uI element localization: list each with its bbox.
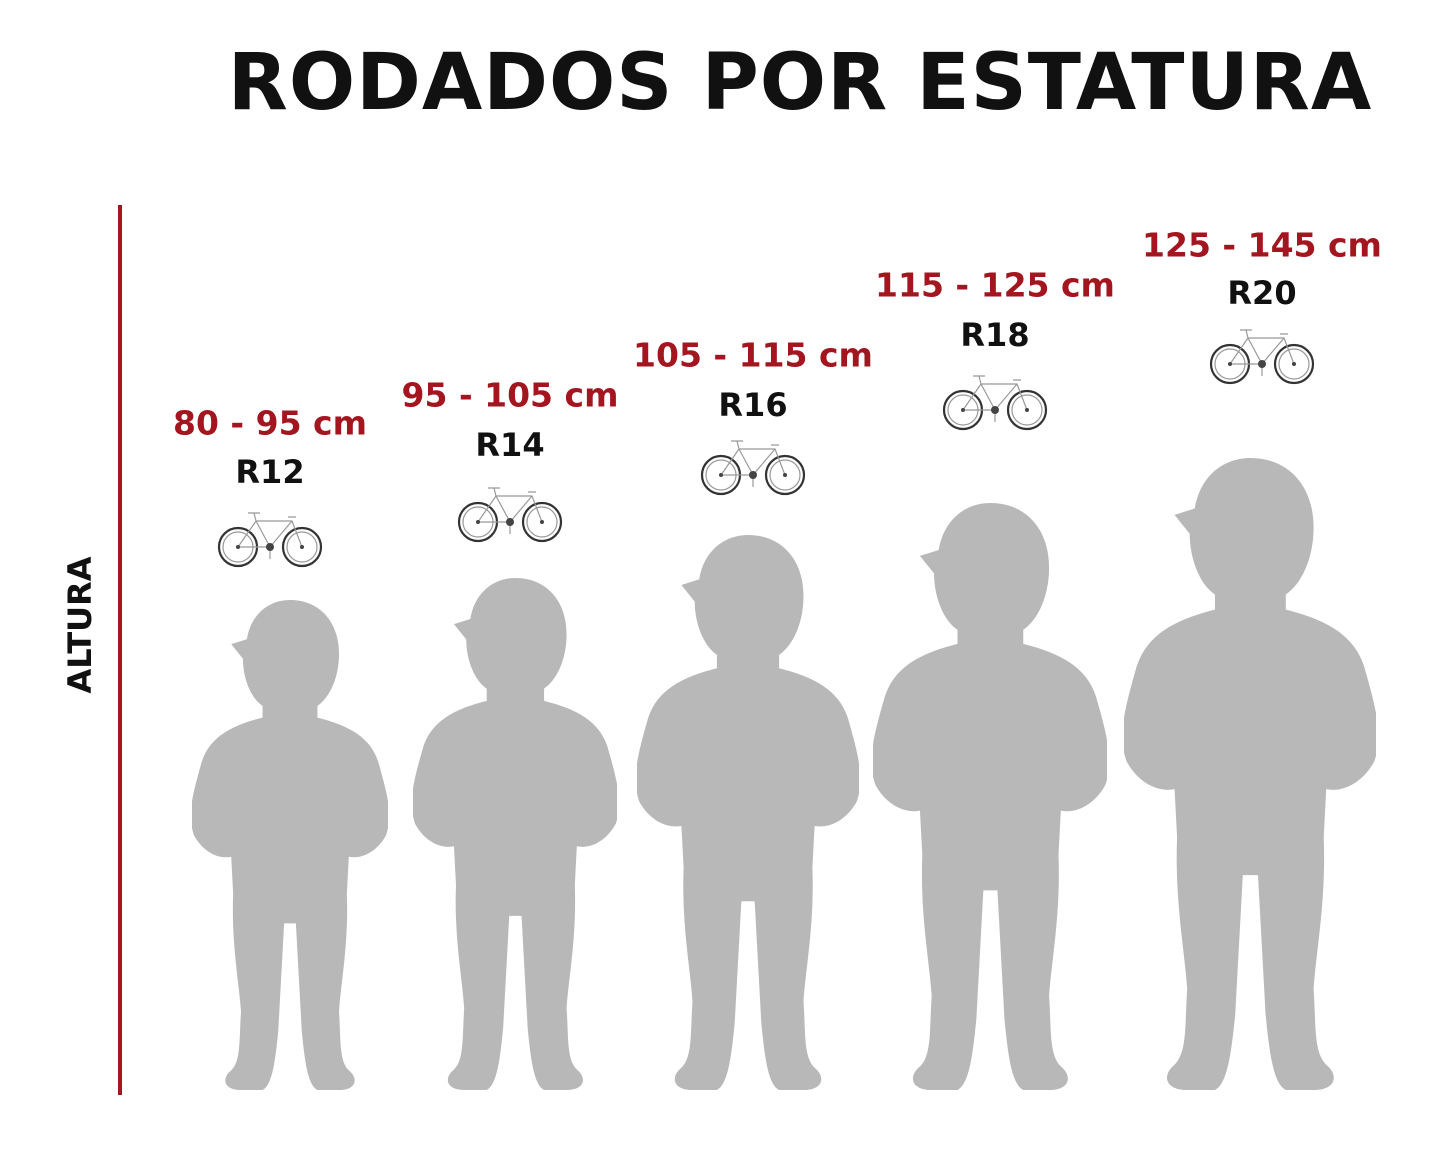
child-silhouette <box>1121 458 1378 1094</box>
wheel-size-label: R12 <box>235 453 305 491</box>
wheel-size-label: R20 <box>1227 274 1297 312</box>
height-range-label: 115 - 125 cm <box>875 265 1115 305</box>
child-silhouette <box>411 578 619 1094</box>
wheel-size-label: R18 <box>960 316 1030 354</box>
wheel-size-label: R14 <box>475 426 545 464</box>
height-axis-label: ALTURA <box>61 556 99 694</box>
height-range-label: 95 - 105 cm <box>401 375 619 415</box>
height-range-label: 80 - 95 cm <box>173 403 367 443</box>
bicycle-icon <box>216 507 324 573</box>
bicycle-icon <box>1208 324 1316 390</box>
child-silhouette <box>190 600 390 1094</box>
bicycle-icon <box>456 482 564 548</box>
page-title: RODADOS POR ESTATURA <box>227 38 1373 128</box>
wheel-size-label: R16 <box>718 386 788 424</box>
bicycle-icon <box>699 435 807 501</box>
height-range-label: 105 - 115 cm <box>633 335 873 375</box>
child-silhouette <box>635 535 861 1094</box>
child-silhouette <box>871 503 1109 1094</box>
height-axis-line <box>118 205 122 1095</box>
height-range-label: 125 - 145 cm <box>1142 225 1382 265</box>
bicycle-icon <box>941 370 1049 436</box>
